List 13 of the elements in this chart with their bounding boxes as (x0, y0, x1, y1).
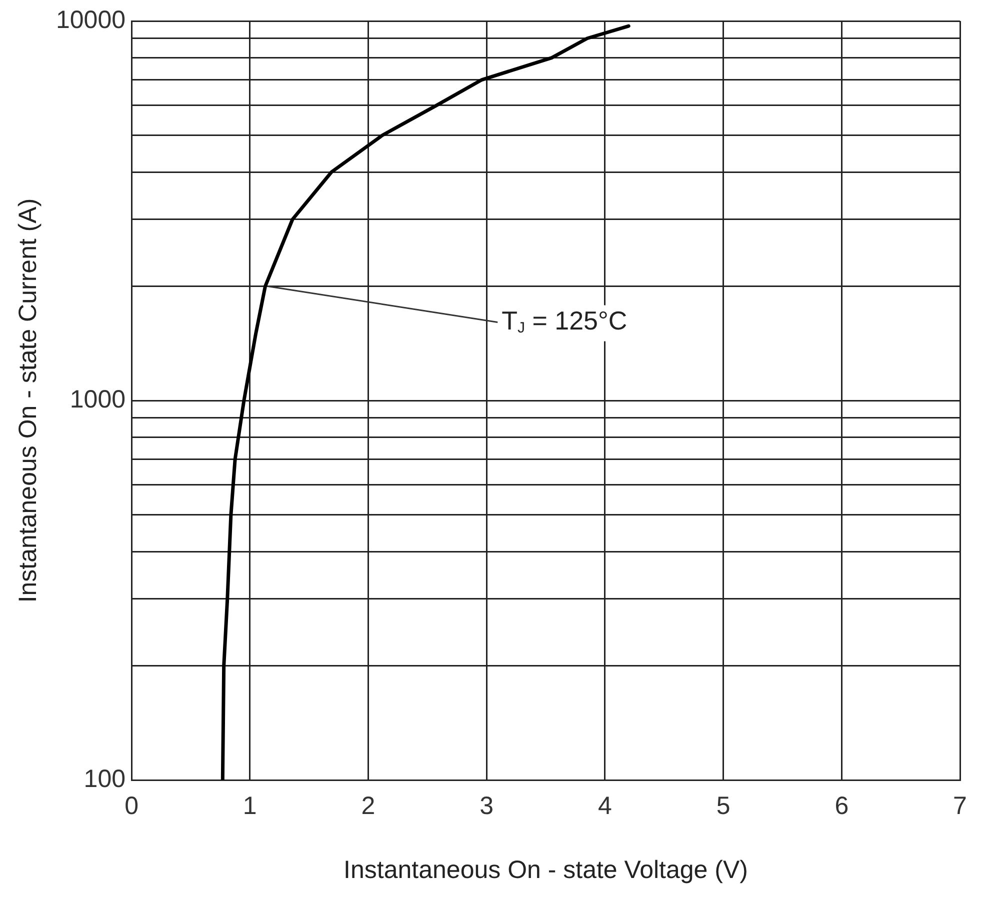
x-tick-label: 1 (242, 792, 257, 820)
x-tick-label: 4 (598, 792, 612, 820)
y-tick-label: 10000 (56, 6, 126, 34)
x-axis-title: Instantaneous On - state Voltage (V) (344, 856, 748, 884)
y-tick-label: 100 (84, 764, 126, 793)
x-tick-label: 5 (716, 792, 730, 820)
x-tick-label: 3 (480, 792, 494, 820)
x-tick-label: 7 (953, 792, 967, 820)
y-tick-label: 1000 (70, 385, 126, 414)
x-tick-label: 0 (124, 792, 138, 820)
x-tick-label: 2 (361, 792, 376, 820)
x-tick-label: 6 (834, 792, 849, 820)
y-axis-title: Instantaneous On - state Current (A) (14, 198, 42, 603)
